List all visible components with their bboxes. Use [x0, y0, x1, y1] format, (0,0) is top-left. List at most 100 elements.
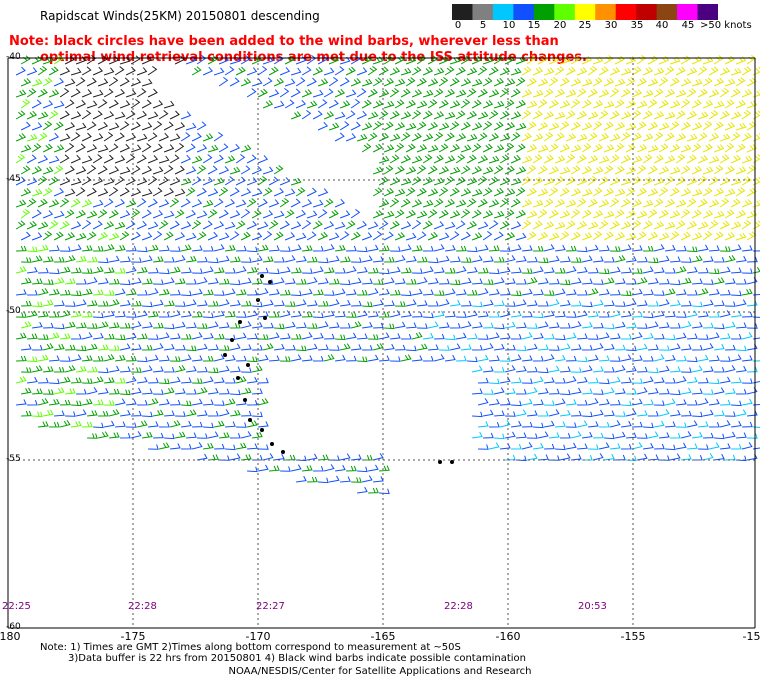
wind-barb [181, 310, 192, 318]
wind-barb [478, 354, 489, 362]
wind-barb [257, 66, 268, 76]
wind-barb [185, 409, 197, 417]
wind-barb [302, 268, 313, 274]
wind-barb [131, 300, 142, 307]
wind-barb [686, 154, 697, 164]
wind-barb [670, 323, 681, 329]
wind-barb [54, 410, 65, 417]
wind-barb [599, 288, 610, 296]
wind-barb [31, 165, 43, 175]
wind-barb [126, 312, 137, 318]
wind-barb [350, 209, 361, 219]
wind-barb [97, 231, 109, 241]
wind-barb [148, 421, 159, 428]
wind-barb [213, 354, 225, 362]
wind-barb [592, 231, 603, 241]
wind-barb [669, 231, 680, 241]
wind-barb [262, 210, 274, 219]
longitude-label: -165 [370, 630, 396, 643]
wind-barb [86, 55, 97, 65]
wind-barb [614, 255, 626, 263]
wind-barb [361, 99, 372, 109]
wind-barb [636, 231, 647, 241]
wind-barb [554, 176, 565, 186]
wind-barb [81, 220, 92, 230]
wind-barb [108, 99, 119, 109]
wind-barb [20, 321, 32, 329]
wind-barb [664, 176, 675, 186]
wind-barb [400, 244, 412, 252]
wind-barb [291, 290, 302, 297]
wind-barb [313, 246, 324, 252]
wind-barb [669, 77, 680, 87]
wind-barb [147, 132, 158, 142]
wind-barb [229, 343, 241, 351]
wind-barb [521, 132, 532, 142]
wind-barb [637, 453, 648, 461]
wind-barb [82, 245, 93, 252]
wind-barb [246, 198, 257, 208]
wind-barb [654, 420, 665, 428]
wind-barb [620, 132, 631, 142]
wind-barb [724, 78, 736, 87]
wind-barb [147, 66, 158, 76]
wind-barb [636, 77, 647, 87]
wind-barb [581, 122, 593, 131]
wind-barb [593, 366, 604, 373]
wind-barb [423, 356, 434, 362]
wind-barb [521, 155, 533, 164]
wind-barb [21, 410, 32, 417]
wind-barb [202, 376, 214, 384]
wind-barb [708, 66, 719, 76]
wind-barb [659, 255, 670, 263]
wind-barb [181, 290, 192, 297]
wind-barb [372, 77, 383, 87]
wind-barb [714, 367, 725, 373]
wind-barb [235, 376, 247, 384]
wind-barb [632, 378, 643, 384]
wind-barb [153, 409, 164, 417]
wind-barb [125, 199, 137, 208]
wind-barb [631, 220, 642, 230]
wind-barb [653, 154, 664, 164]
wind-barb [731, 420, 742, 428]
wind-barb [730, 67, 742, 76]
wind-barb [141, 78, 153, 87]
contamination-circle [260, 274, 264, 278]
swath-time-label: 20:53 [578, 601, 607, 612]
wind-barb [735, 122, 747, 131]
wind-barb [273, 277, 285, 285]
wind-barb [328, 77, 339, 87]
wind-barb [219, 322, 230, 329]
wind-barb [681, 300, 692, 307]
wind-barb [526, 121, 537, 131]
wind-barb [604, 410, 615, 417]
wind-barb [104, 310, 115, 318]
wind-barb [588, 244, 599, 252]
wind-barb [75, 77, 86, 87]
wind-barb [449, 121, 460, 131]
wind-barb [258, 464, 269, 472]
wind-barb [609, 67, 621, 76]
wind-barb [423, 289, 434, 296]
wind-barb [724, 165, 735, 175]
wind-barb [82, 288, 93, 296]
wind-barb [103, 354, 115, 362]
wind-barb [499, 198, 510, 208]
wind-barb [60, 266, 71, 274]
wind-barb [334, 221, 346, 230]
wind-barb [395, 278, 406, 285]
wind-barb [356, 133, 368, 142]
wind-barb [202, 133, 214, 142]
wind-barb [482, 143, 493, 153]
wind-barb [318, 257, 329, 264]
wind-barb [109, 345, 120, 351]
wind-barb [592, 143, 603, 153]
wind-barb [350, 121, 361, 131]
wind-barb [697, 198, 708, 208]
wind-barb [460, 99, 471, 109]
wind-barb [125, 154, 136, 164]
wind-barb [153, 279, 164, 285]
wind-barb [713, 387, 725, 395]
wind-barb [735, 99, 747, 109]
